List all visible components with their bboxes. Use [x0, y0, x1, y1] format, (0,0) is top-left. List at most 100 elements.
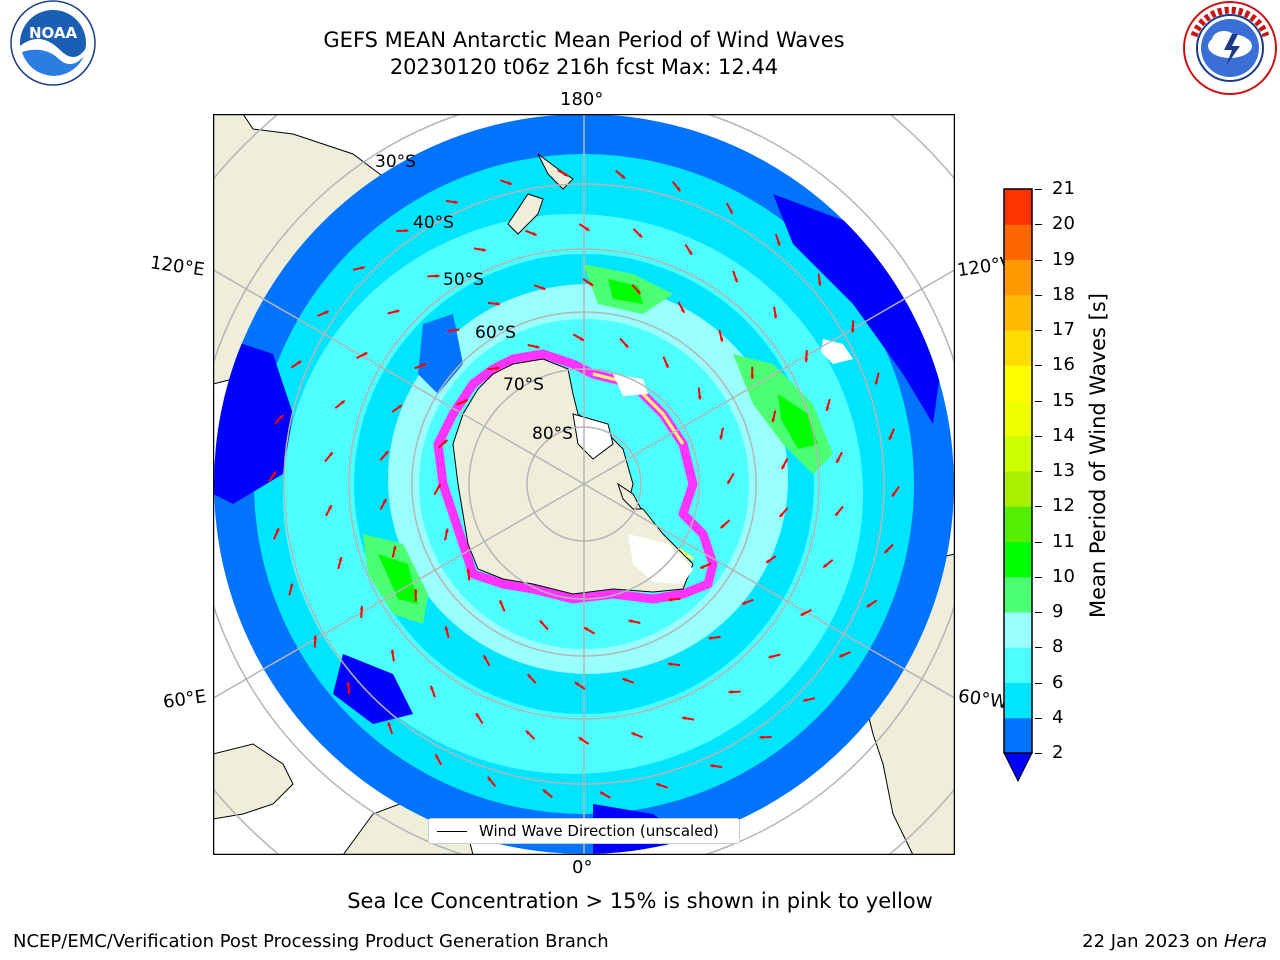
wind-wave-arrowhead — [817, 281, 822, 286]
wind-wave-arrowhead — [776, 241, 781, 246]
colorbar-segment — [1004, 435, 1032, 472]
wind-wave-arrowhead — [638, 233, 642, 238]
noaa-logo-text: NOAA — [29, 24, 78, 42]
wind-wave-arrowhead — [455, 328, 460, 332]
wind-wave-arrowhead — [430, 685, 434, 690]
wind-wave-arrowhead — [443, 439, 448, 444]
wind-wave-arrowhead — [823, 563, 828, 568]
chart-title: GEFS MEAN Antarctic Mean Period of Wind … — [323, 28, 845, 52]
map-legend: Wind Wave Direction (unscaled) — [428, 818, 740, 844]
colorbar-segment — [1004, 682, 1032, 719]
wind-wave-arrowhead — [392, 545, 397, 550]
wind-wave-arrowhead — [839, 653, 844, 658]
colorbar-tick-mark — [1035, 435, 1042, 437]
wind-wave-arrowhead — [324, 310, 329, 315]
wind-wave-arrowhead — [495, 366, 500, 371]
wind-wave-arrowhead — [773, 314, 778, 319]
ross-ice-shelf — [572, 413, 614, 460]
wind-wave-arrowhead — [328, 505, 332, 510]
wind-wave-arrowhead — [578, 737, 583, 741]
wind-wave-arrowhead — [422, 363, 426, 367]
wind-wave-arrowhead — [382, 498, 387, 503]
colorbar-tick-label: 11 — [1052, 530, 1075, 552]
colorbar-tick-mark — [1035, 612, 1042, 613]
wind-wave-arrowhead — [768, 654, 773, 659]
colorbar-tick-label: 16 — [1052, 354, 1075, 376]
wind-wave-arrowhead — [404, 228, 409, 233]
wind-wave-arrowhead — [668, 662, 672, 667]
colorbar-tick-mark — [1035, 753, 1042, 754]
wind-wave-arrowhead — [574, 682, 579, 686]
wind-wave-arrowhead — [297, 361, 302, 365]
deep-blue-region — [333, 654, 413, 724]
wind-wave-arrowhead — [734, 278, 738, 283]
colorbar-tick-mark — [1035, 189, 1042, 190]
green-region — [378, 554, 418, 604]
colorbar-tick-mark — [1035, 259, 1042, 261]
wind-wave-arrowhead — [584, 627, 589, 631]
colorbar-tick-label: 2 — [1052, 742, 1064, 763]
wind-wave-arrowhead — [359, 606, 364, 610]
colorbar-tick-label: 18 — [1052, 283, 1075, 305]
wind-wave-arrowhead — [496, 301, 500, 306]
colorbar-segment — [1004, 541, 1032, 578]
colorbar-tick-mark — [1035, 506, 1042, 508]
wind-wave-arrowhead — [482, 247, 486, 252]
wind-wave-arrowhead — [888, 435, 893, 440]
wind-wave-arrowhead — [688, 250, 692, 255]
wind-wave-arrowhead — [682, 716, 686, 721]
wind-wave-arrowhead — [466, 568, 471, 573]
wind-wave-arrowhead — [275, 528, 280, 533]
antarctic-peninsula — [617, 482, 642, 510]
colorbar-extend-triangle — [1003, 752, 1033, 783]
colorbar-tick-label: 21 — [1052, 178, 1075, 199]
wind-wave-arrowhead — [340, 400, 345, 405]
lat-label-60s: 60°S — [475, 323, 516, 343]
wind-wave-arrowhead — [628, 619, 633, 624]
noaa-logo-icon: NOAA — [10, 0, 96, 86]
wind-wave-arrowhead — [710, 764, 714, 768]
wind-wave-arrowhead — [564, 172, 568, 176]
wind-wave-arrowhead — [579, 337, 584, 341]
wind-wave-arrowhead — [697, 395, 702, 400]
wind-wave-arrowhead — [750, 375, 755, 379]
wind-wave-arrowhead — [543, 789, 547, 794]
colorbar-tick-label: 14 — [1052, 424, 1075, 446]
colorbar-tick-mark — [1035, 541, 1042, 543]
wind-wave-arrowhead — [719, 337, 724, 342]
wind-wave-arrowhead — [621, 174, 625, 179]
lat-label-30s: 30°S — [375, 152, 416, 172]
lon-label-120e: 120°E — [148, 252, 206, 281]
wind-wave-arrowhead — [866, 603, 871, 607]
africa-land — [213, 743, 294, 820]
colorbar-tick-mark — [1035, 224, 1042, 226]
wind-wave-arrowhead — [384, 451, 389, 455]
wind-wave-arrowhead — [825, 406, 830, 411]
ice-patch — [613, 374, 648, 396]
wind-wave-arrowhead — [884, 549, 889, 553]
wind-wave-arrowhead — [346, 682, 351, 687]
colorbar-segment — [1004, 576, 1032, 613]
lon-label-60e: 60°E — [161, 686, 208, 713]
wind-wave-arrowhead — [476, 713, 480, 718]
wind-wave-arrowhead — [507, 181, 512, 185]
colorbar — [1003, 188, 1033, 783]
wind-wave-arrowhead — [781, 465, 786, 470]
wind-wave-arrowhead — [850, 328, 855, 333]
nws-logo-icon — [1183, 1, 1277, 95]
colorbar-tick-label: 19 — [1052, 248, 1075, 270]
colorbar-segment — [1004, 259, 1032, 296]
wind-wave-arrowhead — [360, 266, 365, 270]
wind-wave-arrowhead — [328, 452, 333, 457]
wind-wave-arrowhead — [413, 589, 418, 593]
colorbar-tick-mark — [1035, 471, 1042, 472]
wind-wave-arrowhead — [622, 678, 627, 682]
wind-wave-arrowhead — [541, 286, 546, 290]
colorbar-tick-mark — [1035, 294, 1042, 296]
colorbar-tick-mark — [1035, 576, 1042, 578]
graticule — [213, 114, 955, 855]
wind-wave-arrowhead — [727, 479, 731, 484]
weddell-ice — [628, 534, 693, 584]
colorbar-tick-label: 9 — [1052, 601, 1064, 622]
colorbar-tick-mark — [1035, 330, 1042, 331]
